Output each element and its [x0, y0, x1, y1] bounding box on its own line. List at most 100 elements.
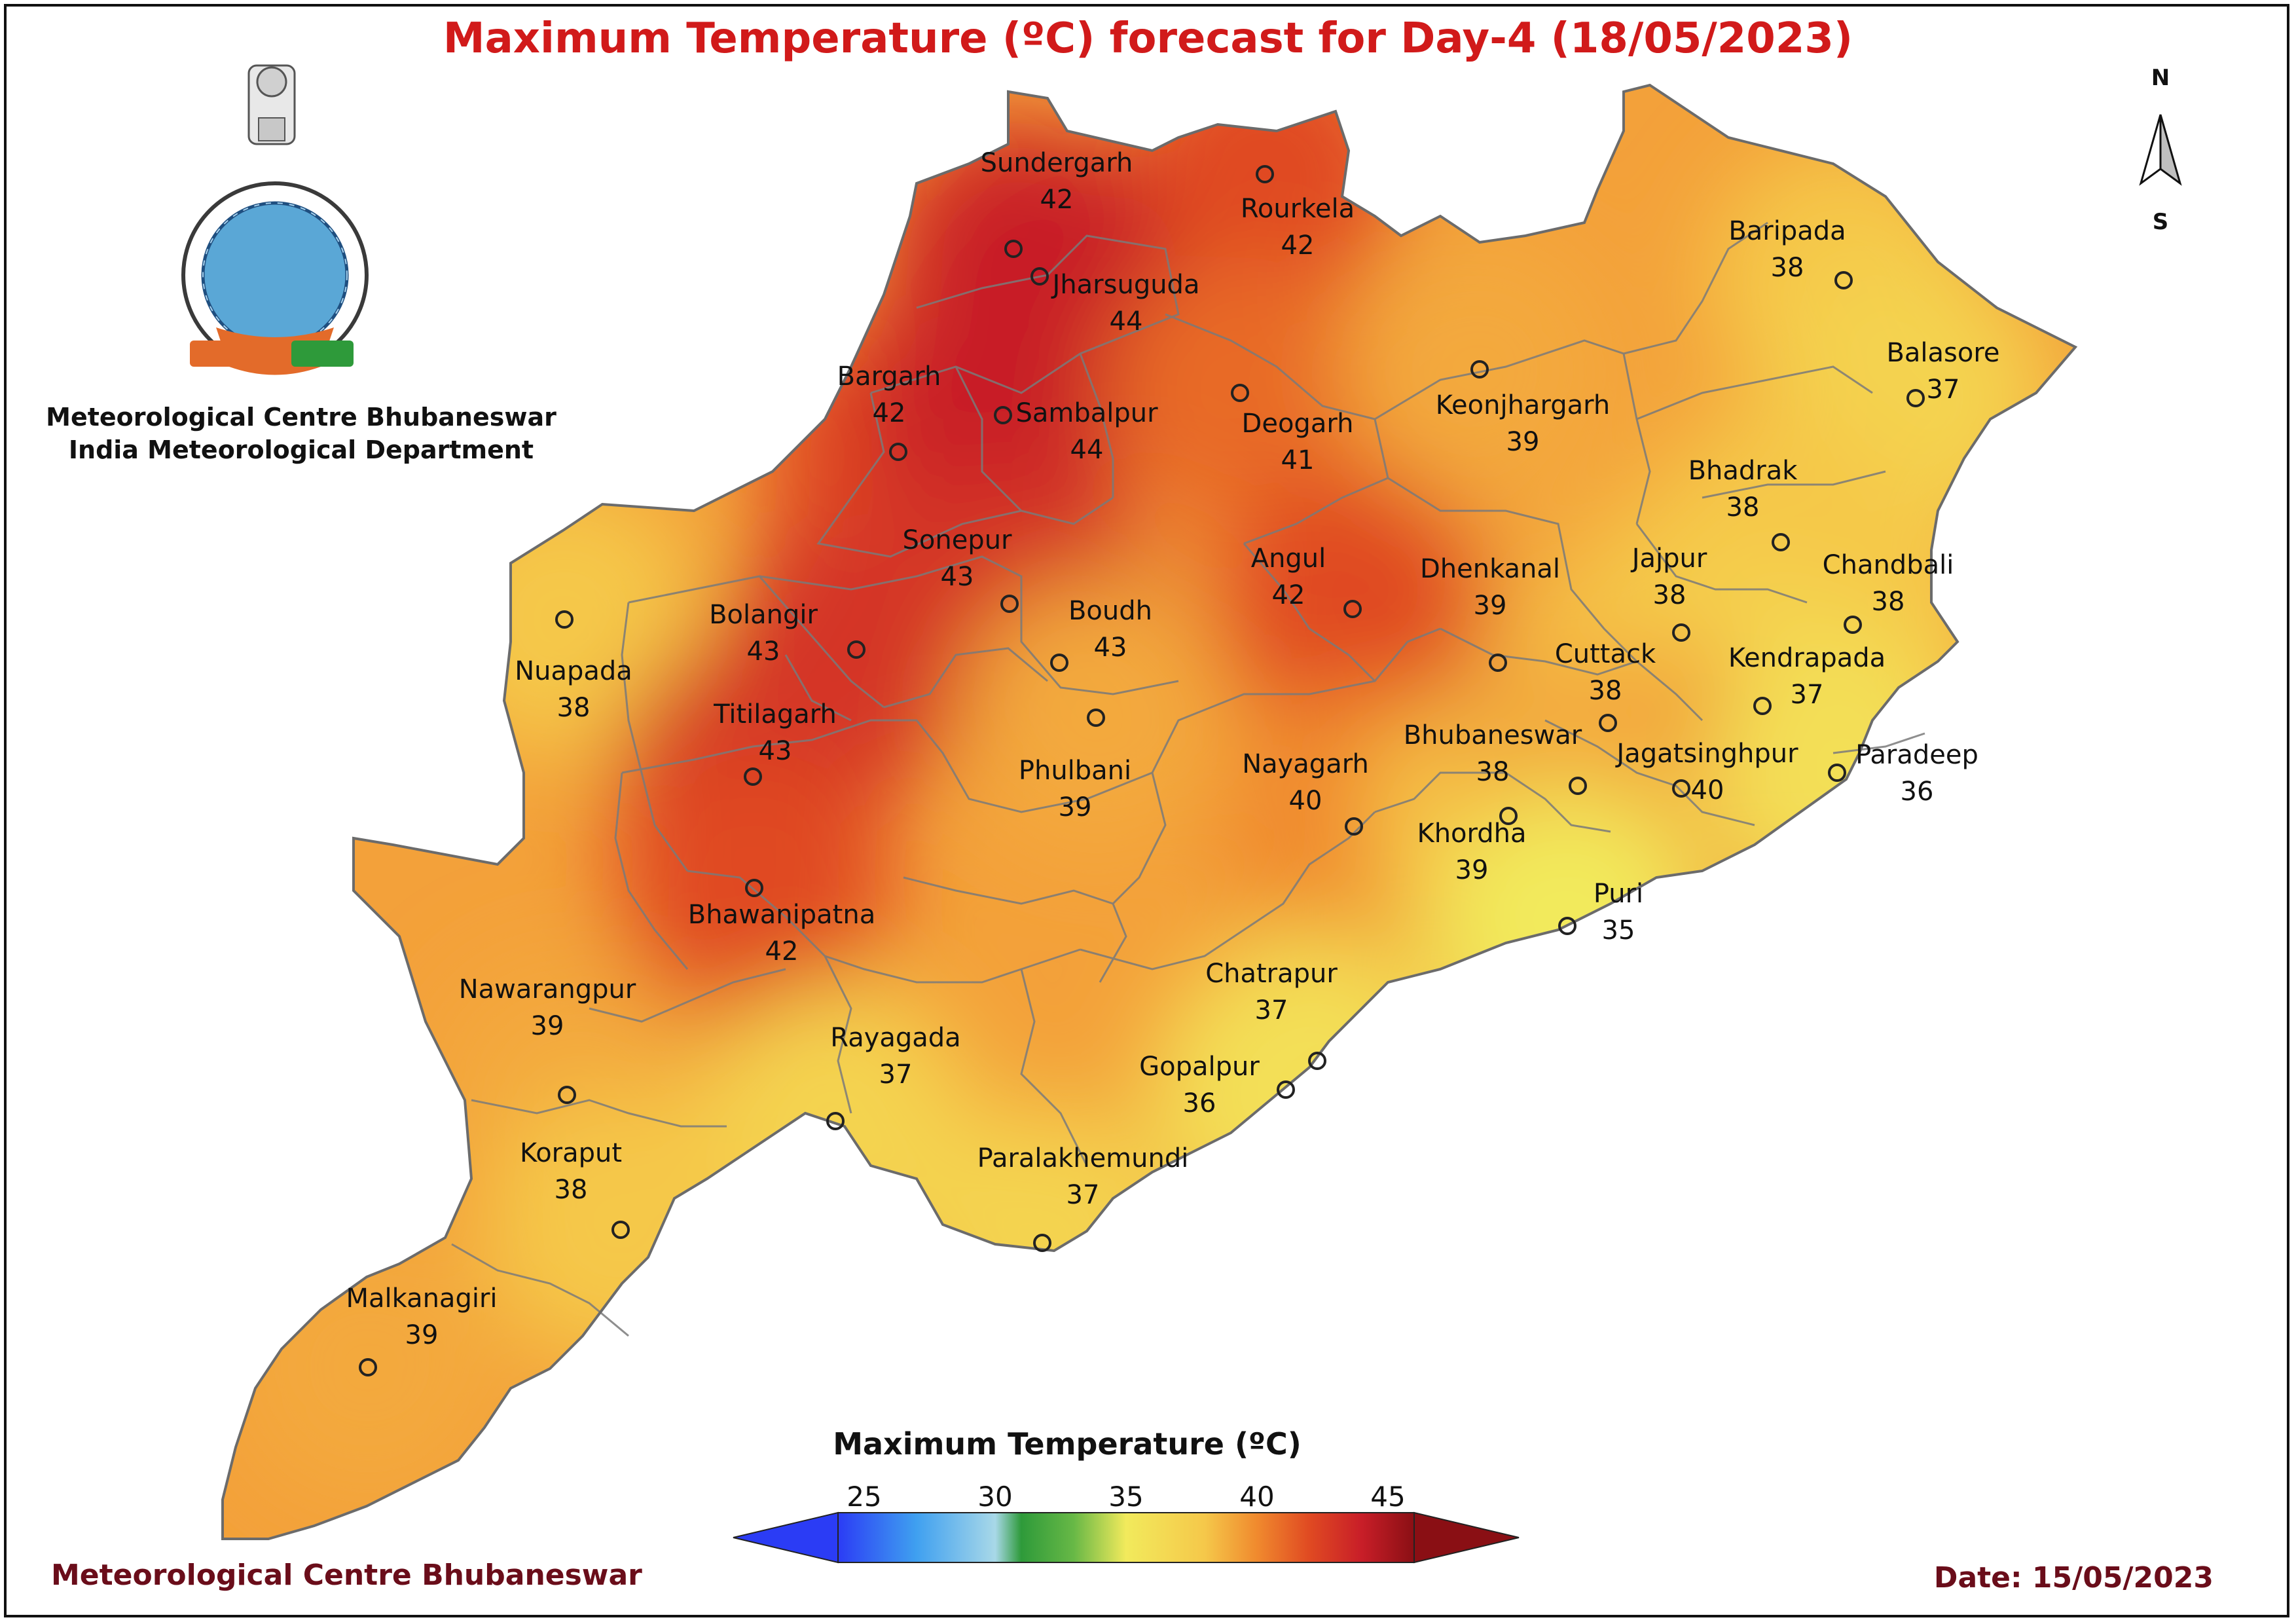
- station-temperature: 38: [1872, 587, 1905, 617]
- compass-north-label: N: [2151, 65, 2170, 91]
- station-marker-icon: [1599, 714, 1617, 732]
- heat-blob: [230, 1230, 505, 1505]
- station-name: Sonepur: [902, 525, 1012, 555]
- org-line-1: Meteorological Centre Bhubaneswar: [46, 403, 556, 432]
- station-rayagada: Rayagada 37: [826, 1023, 961, 1130]
- station-temperature: 43: [759, 736, 792, 766]
- station-cuttack: Cuttack 38: [1555, 639, 1656, 732]
- station-marker-icon: [1033, 1234, 1051, 1252]
- station-jagatsinghpur: Jagatsinghpur 40: [1614, 739, 1798, 805]
- station-temperature: 39: [1455, 855, 1489, 885]
- station-marker-icon: [1231, 384, 1249, 402]
- station-marker-icon: [994, 406, 1012, 424]
- station-paralakhemundi: Paralakhemundi 37: [977, 1143, 1189, 1252]
- station-marker-icon: [1087, 709, 1105, 727]
- legend-tick-label: 45: [1370, 1481, 1405, 1513]
- station-nawarangpur: Nawarangpur 39: [459, 974, 636, 1104]
- footer-organization: Meteorological Centre Bhubaneswar: [51, 1559, 642, 1592]
- footer-date: Date: 15/05/2023: [1933, 1561, 2214, 1595]
- legend-tick-label: 25: [847, 1481, 881, 1513]
- station-bhawanipatna: Bhawanipatna 42: [688, 879, 875, 967]
- station-khordha: Khordha 39: [1417, 777, 1587, 885]
- station-marker-icon: [359, 1358, 377, 1376]
- station-marker-icon: [1672, 623, 1690, 642]
- station-name: Dhenkanal: [1420, 554, 1560, 584]
- station-name: Sambalpur: [1015, 398, 1158, 428]
- station-temperature: 38: [1476, 757, 1510, 787]
- station-name: Jagatsinghpur: [1614, 739, 1798, 769]
- station-marker-icon: [745, 879, 763, 897]
- station-marker-icon: [889, 443, 907, 461]
- station-marker-icon: [1308, 1052, 1326, 1070]
- imd-logo: [181, 64, 369, 375]
- station-temperature: 38: [557, 693, 591, 723]
- station-temperature: 37: [1066, 1180, 1100, 1210]
- station-layer: Sundergarh 42 Rourkela 42 Jharsuguda 44 Bargar…: [346, 148, 2000, 1376]
- station-bhadrak: Bhadrak 38: [1688, 456, 1798, 551]
- heat-blob: [617, 750, 892, 1025]
- station-baripada: Baripada 38: [1728, 216, 1853, 289]
- station-temperature: 36: [1901, 777, 1934, 807]
- district-boundaries: [451, 221, 1925, 1337]
- station-marker-icon: [1906, 389, 1925, 407]
- station-name: Deogarh: [1242, 409, 1354, 439]
- station-temperature: 43: [941, 562, 974, 592]
- station-jajpur: Jajpur 38: [1630, 544, 1707, 642]
- station-gopalpur: Gopalpur 36: [1139, 1052, 1295, 1118]
- station-temperature: 40: [1289, 786, 1322, 816]
- station-marker-icon: [1256, 165, 1274, 183]
- station-marker-icon: [1772, 533, 1790, 551]
- station-marker-icon: [1343, 600, 1362, 618]
- station-deogarh: Deogarh 41: [1231, 384, 1354, 475]
- heat-blob: [1342, 232, 1617, 507]
- station-angul: Angul 42: [1251, 544, 1362, 618]
- station-name: Titilagarh: [713, 699, 837, 729]
- legend-tick-label: 35: [1108, 1481, 1143, 1513]
- station-chandbali: Chandbali 38: [1823, 550, 1954, 634]
- station-temperature: 40: [1691, 775, 1724, 805]
- station-temperature: 41: [1281, 445, 1315, 475]
- station-temperature: 38: [1589, 676, 1622, 706]
- station-name: Bhubaneswar: [1404, 720, 1582, 750]
- station-sonepur: Sonepur 43: [902, 525, 1019, 613]
- heat-blob: [1215, 471, 1490, 747]
- station-temperature: 43: [747, 637, 780, 667]
- station-marker-icon: [1277, 1080, 1295, 1099]
- station-marker-icon: [1569, 777, 1587, 795]
- station-marker-icon: [744, 767, 762, 786]
- station-name: Koraput: [520, 1138, 622, 1168]
- station-name: Cuttack: [1555, 639, 1656, 669]
- station-balasore: Balasore 37: [1886, 338, 2000, 407]
- station-nuapada: Nuapada 38: [515, 610, 632, 723]
- map-title: Maximum Temperature (ºC) forecast for Da…: [443, 14, 1853, 63]
- station-temperature: 36: [1183, 1088, 1216, 1118]
- station-name: Nayagarh: [1242, 749, 1369, 779]
- station-keonjhargarh: Keonjhargarh 39: [1436, 360, 1610, 457]
- station-puri: Puri 35: [1558, 879, 1643, 946]
- station-marker-icon: [1844, 616, 1862, 634]
- station-phulbani: Phulbani 39: [1019, 709, 1131, 822]
- legend-tick-label: 40: [1239, 1481, 1274, 1513]
- north-arrow-icon: N S: [2139, 65, 2182, 235]
- station-name: Paralakhemundi: [977, 1143, 1189, 1173]
- station-titilagarh: Titilagarh 43: [713, 699, 837, 786]
- station-marker-icon: [555, 610, 574, 629]
- station-temperature: 42: [1281, 231, 1315, 261]
- station-marker-icon: [1489, 654, 1507, 672]
- station-marker-icon: [1000, 595, 1019, 613]
- station-name: Baripada: [1728, 216, 1846, 246]
- station-temperature: 38: [1653, 580, 1686, 610]
- station-marker-icon: [1004, 240, 1023, 258]
- station-temperature: 37: [1927, 375, 1960, 405]
- station-malkanagiri: Malkanagiri 39: [346, 1283, 498, 1376]
- heat-blob: [483, 1092, 758, 1367]
- station-marker-icon: [1753, 697, 1772, 715]
- station-name: Bolangir: [709, 600, 818, 630]
- station-marker-icon: [1558, 917, 1576, 935]
- compass-south-label: S: [2153, 209, 2169, 235]
- station-sambalpur: Sambalpur 44: [994, 398, 1158, 465]
- station-name: Kendrapada: [1728, 643, 1886, 673]
- station-name: Keonjhargarh: [1436, 390, 1610, 420]
